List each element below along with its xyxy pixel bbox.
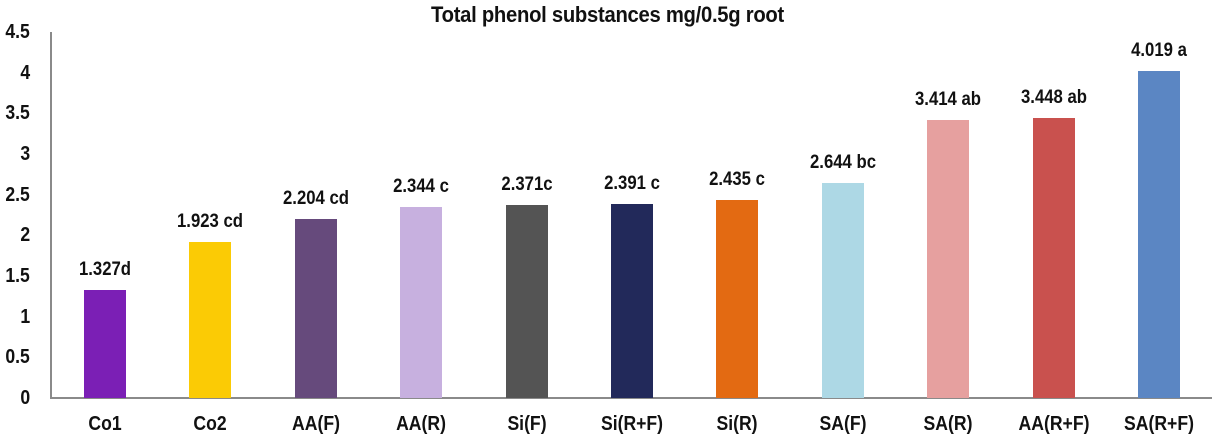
x-tick-label: Si(R+F) [600, 413, 664, 435]
chart-title: Total phenol substances mg/0.5g root [431, 2, 784, 27]
bar-co2 [189, 241, 232, 398]
y-tick-label: 2.5 [5, 183, 30, 206]
x-tick-label: SA(F) [819, 413, 867, 435]
bar-si-r-f [611, 203, 653, 398]
x-tick-label: Si(F) [506, 413, 547, 435]
x-tick-label: Co2 [193, 413, 227, 435]
x-tick-label: AA(R) [396, 413, 447, 435]
data-label: 4.019 a [1131, 40, 1188, 62]
x-tick-label: Si(R) [716, 413, 758, 435]
y-tick-label: 3 [20, 143, 30, 165]
data-label: 2.371c [500, 174, 553, 196]
bar-sa-f [821, 182, 864, 398]
data-label: 2.435 c [709, 168, 766, 190]
y-tick-label: 3.5 [5, 102, 30, 125]
y-tick-label: 0.5 [5, 346, 30, 369]
y-tick-label: 1 [20, 305, 30, 328]
y-tick-label: 0 [20, 387, 30, 409]
data-label: 2.204 cd [282, 187, 349, 209]
data-label: 3.448 ab [1020, 86, 1087, 108]
bar-aa-r [400, 207, 443, 398]
bar-si-f [505, 205, 548, 398]
bar-co1 [83, 290, 126, 398]
y-axis-line [50, 32, 52, 399]
bar-aa-f [294, 218, 337, 398]
plot-area: 1.327d 1.923 cd 2.204 cd 2.344 c 2.371c 2.391… [52, 32, 1212, 398]
bar-si-r [716, 199, 759, 398]
bar-aa-r-f [1032, 117, 1075, 398]
bar-sa-r-f [1138, 71, 1181, 398]
bar-sa-r [927, 120, 970, 398]
y-tick-label: 4.5 [5, 21, 30, 43]
data-label: 2.644 bc [809, 151, 876, 173]
y-tick-label: 1.5 [5, 265, 30, 287]
data-label: 1.923 cd [177, 210, 244, 232]
data-label: 2.344 c [393, 176, 449, 198]
y-tick-label: 2 [20, 224, 30, 247]
data-label: 1.327d [78, 259, 131, 281]
x-tick-label: AA(F) [291, 413, 340, 435]
y-tick-label: 4 [20, 61, 30, 84]
x-tick-label: SA(R+F) [1124, 413, 1195, 435]
data-label: 3.414 ab [915, 89, 982, 111]
x-tick-label: AA(R+F) [1018, 413, 1090, 435]
data-label: 2.391 c [604, 172, 660, 194]
x-tick-label: Co1 [88, 413, 122, 435]
x-tick-label: SA(R) [923, 413, 973, 435]
x-axis-line [50, 397, 1212, 399]
